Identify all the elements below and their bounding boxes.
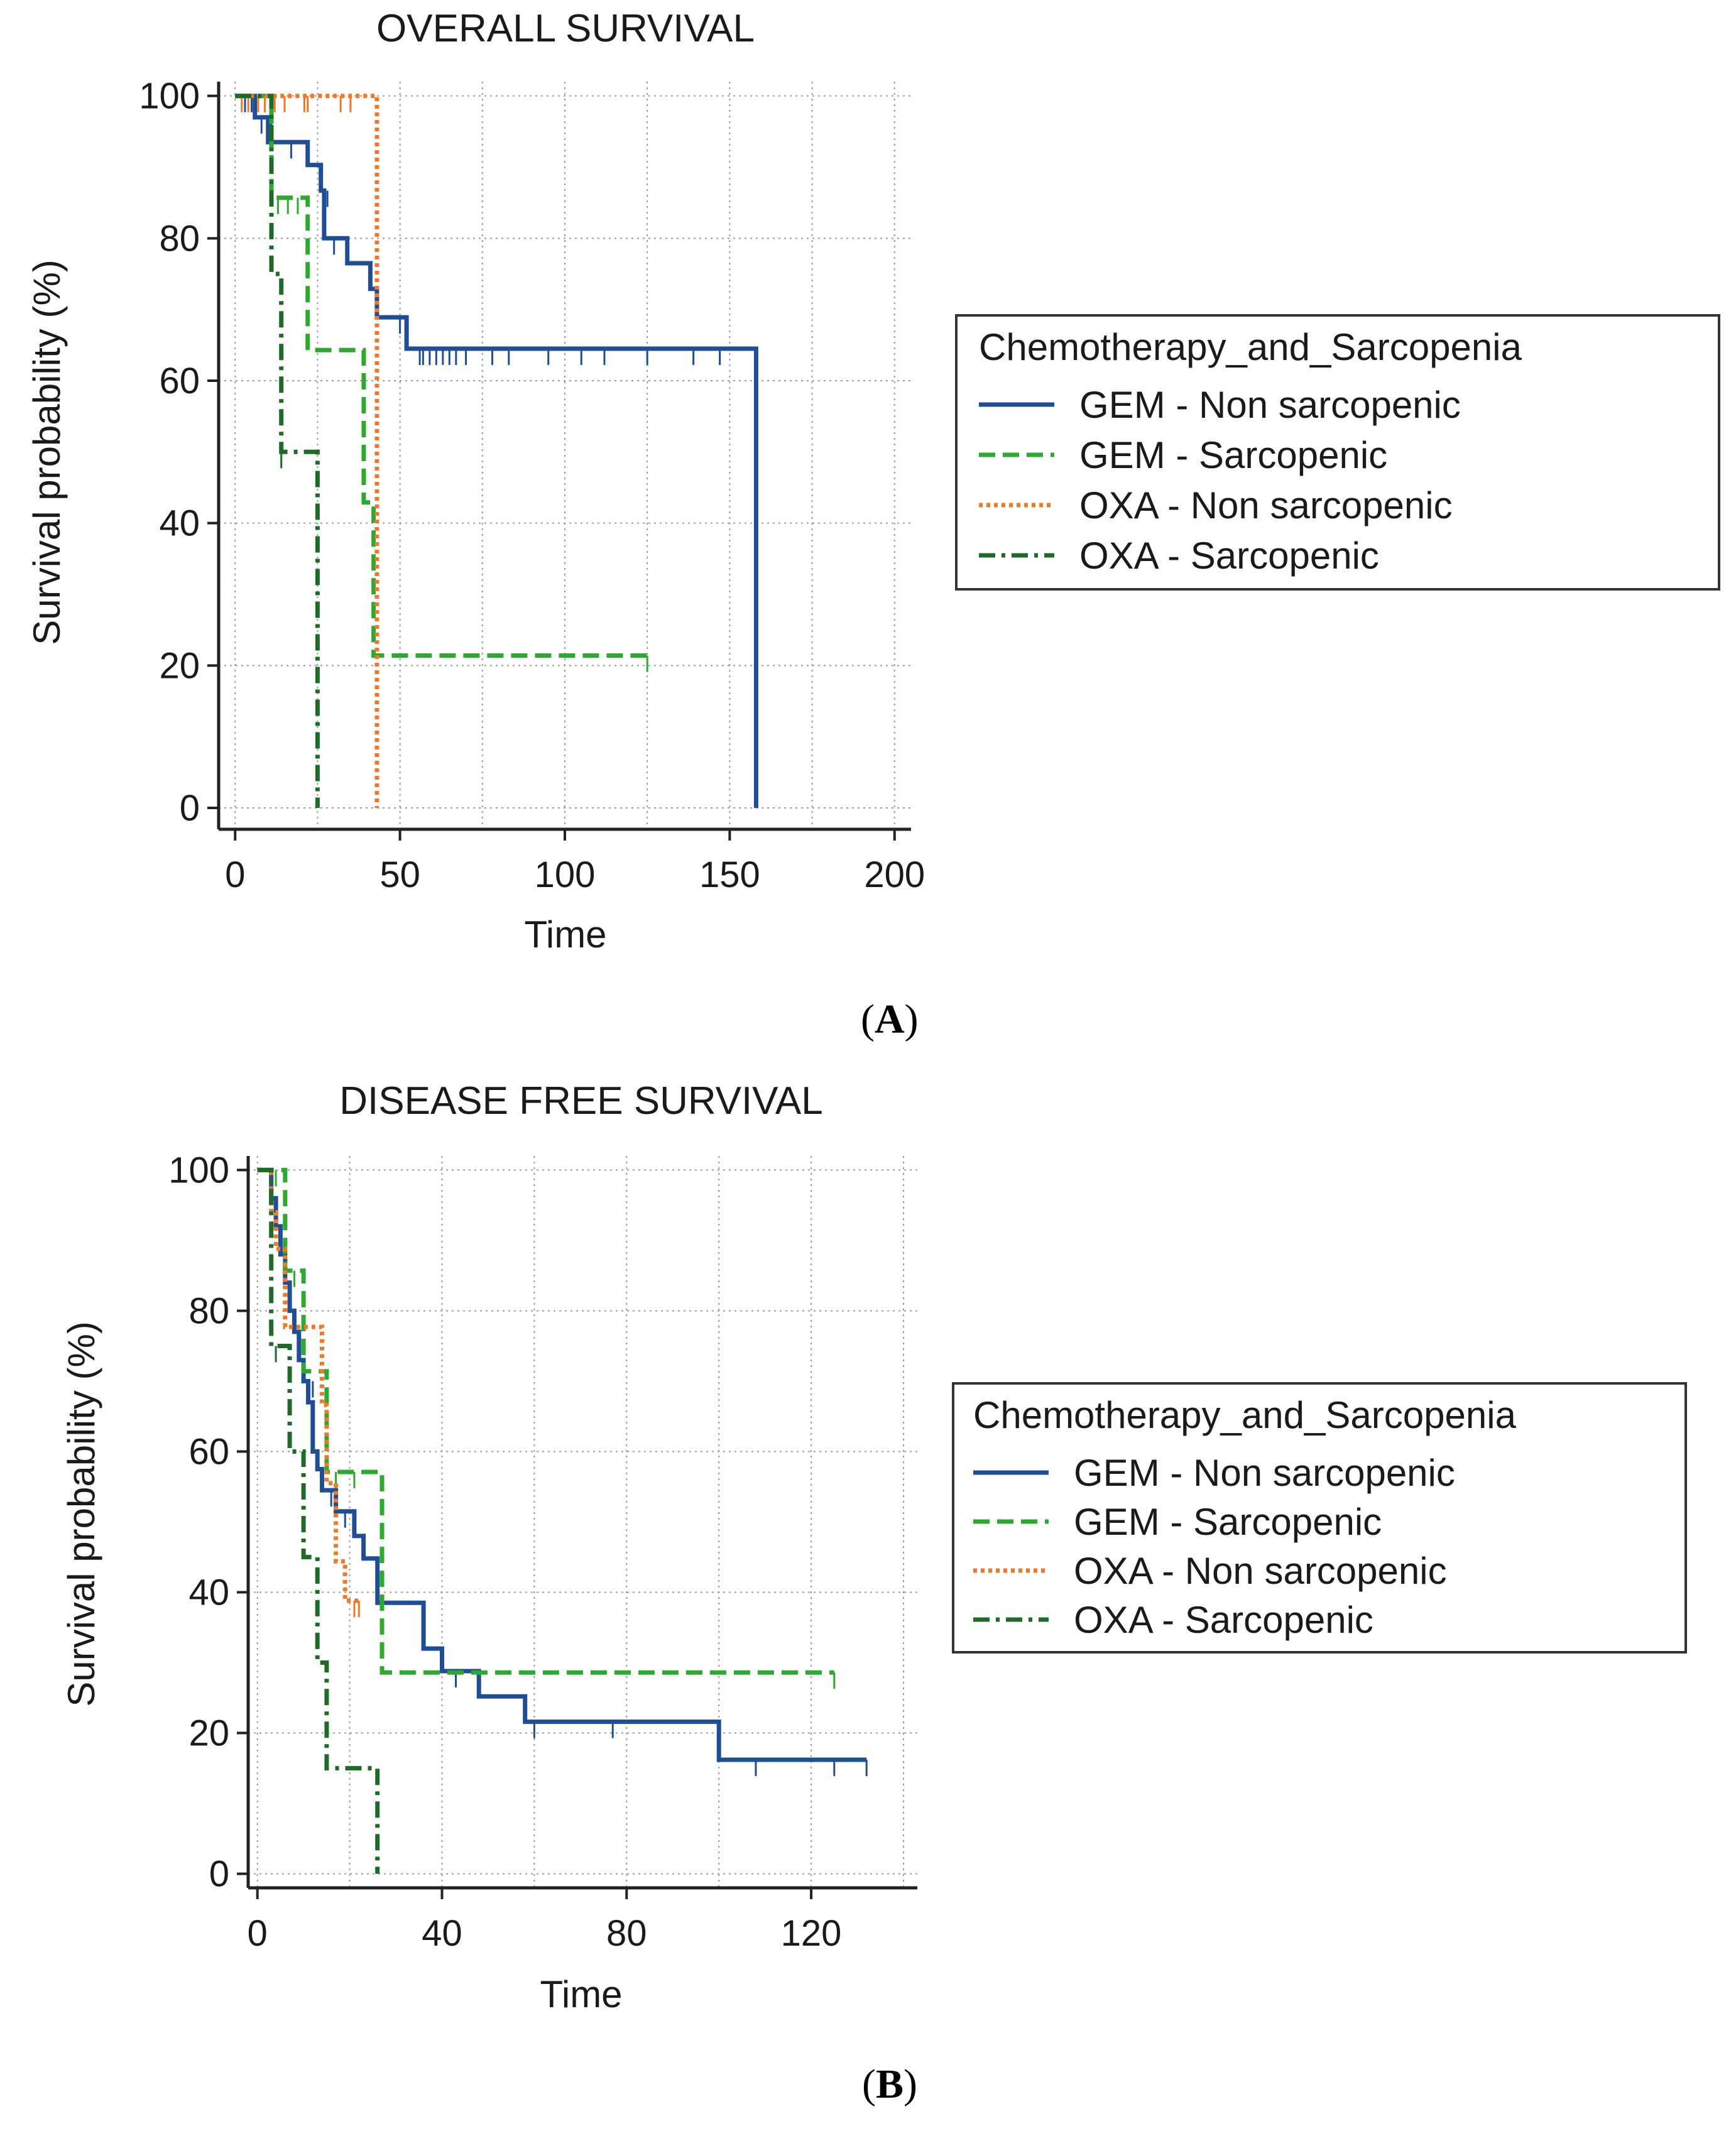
legend-swatch-solid [979, 402, 1054, 407]
survival-curve [257, 1167, 867, 1762]
y-tick-label: 60 [188, 1431, 229, 1472]
panel-label: (B) [862, 2061, 917, 2107]
y-tick-label: 0 [180, 788, 200, 829]
legend-title: Chemotherapy_and_Sarcopenia [973, 1394, 1516, 1436]
legend-item-gem-sarcopenic: GEM - Sarcopenic [979, 430, 1387, 480]
legend-item-gem-non-sarcopenic: GEM - Non sarcopenic [979, 379, 1461, 430]
y-axis-label: Survival probability (%) [60, 1321, 102, 1707]
survival-curve [235, 94, 648, 658]
survival-curve [235, 94, 320, 808]
x-tick-label: 80 [606, 1913, 647, 1954]
legend-item-gem-non-sarcopenic: GEM - Non sarcopenic [973, 1447, 1455, 1498]
survival-curve [235, 94, 379, 808]
x-tick-label: 0 [225, 854, 245, 895]
legend-swatch-solid [973, 1470, 1049, 1475]
panel-label: (A) [861, 996, 919, 1042]
x-tick-label: 150 [699, 854, 760, 895]
overall-survival-panel: OVERALL SURVIVAL Time Survival probabili… [26, 7, 1720, 1042]
legend-label: OXA - Non sarcopenic [1079, 484, 1453, 526]
y-tick-label: 20 [159, 645, 200, 686]
grid [248, 1156, 917, 1888]
x-tick-label: 120 [781, 1913, 842, 1954]
legend-item-oxa-non-sarcopenic: OXA - Non sarcopenic [973, 1545, 1447, 1596]
legend-swatch-dotted [979, 503, 1054, 508]
y-tick-label: 100 [168, 1150, 229, 1191]
series-oxa-non-sarcopenic [257, 1167, 360, 1617]
y-axis-label: Survival probability (%) [26, 259, 68, 645]
legend-label: OXA - Sarcopenic [1079, 534, 1379, 577]
legend-label: GEM - Sarcopenic [1079, 433, 1388, 476]
panel-label-letter: B [875, 2061, 904, 2107]
y-tick-label: 100 [139, 76, 200, 117]
y-tick-label: 80 [188, 1290, 229, 1331]
series-gem-sarcopenic [235, 94, 648, 672]
x-axis-label: Time [524, 913, 606, 956]
series-gem-non-sarcopenic [235, 94, 758, 808]
axes: 0 40 80 120 0 20 40 60 80 100 [168, 1150, 917, 1954]
legend-swatch-dashdot [973, 1617, 1049, 1622]
x-tick-label: 0 [248, 1913, 268, 1954]
series-oxa-non-sarcopenic [235, 94, 379, 808]
series-oxa-sarcopenic [235, 94, 320, 808]
legend: Chemotherapy_and_Sarcopenia GEM - Non sa… [952, 1382, 1687, 1654]
legend-item-gem-sarcopenic: GEM - Sarcopenic [973, 1496, 1382, 1547]
survival-curve [257, 1167, 380, 1874]
x-tick-label: 200 [864, 854, 925, 895]
legend-swatch-dashed [979, 452, 1054, 457]
chart-title: DISEASE FREE SURVIVAL [339, 1079, 823, 1123]
chart-title: OVERALL SURVIVAL [376, 7, 755, 50]
y-tick-label: 0 [209, 1854, 229, 1895]
y-tick-label: 40 [188, 1572, 229, 1613]
legend-label: OXA - Non sarcopenic [1074, 1549, 1447, 1592]
legend-swatch-dotted [973, 1568, 1049, 1573]
disease-free-survival-panel: DISEASE FREE SURVIVAL Time Survival prob… [0, 1068, 1736, 2121]
legend-title: Chemotherapy_and_Sarcopenia [979, 326, 1522, 368]
legend-label: GEM - Sarcopenic [1074, 1500, 1382, 1543]
panel-label-letter: A [874, 996, 905, 1042]
legend-item-oxa-non-sarcopenic: OXA - Non sarcopenic [979, 480, 1453, 530]
survival-curve [235, 94, 758, 808]
legend-label: GEM - Non sarcopenic [1074, 1451, 1455, 1494]
legend-item-oxa-sarcopenic: OXA - Sarcopenic [979, 530, 1379, 580]
x-tick-label: 40 [422, 1913, 462, 1954]
legend-item-oxa-sarcopenic: OXA - Sarcopenic [973, 1594, 1373, 1645]
x-tick-label: 100 [535, 854, 596, 895]
x-tick-label: 50 [379, 854, 420, 895]
y-tick-label: 60 [159, 361, 200, 401]
x-axis-label: Time [540, 1973, 622, 2015]
legend-label: OXA - Sarcopenic [1074, 1598, 1373, 1641]
y-tick-label: 20 [188, 1713, 229, 1754]
y-tick-label: 80 [159, 218, 200, 259]
legend: Chemotherapy_and_Sarcopenia GEM - Non sa… [955, 314, 1720, 591]
series-gem-sarcopenic [257, 1167, 836, 1689]
y-tick-label: 40 [159, 503, 200, 544]
grid [219, 82, 911, 829]
series-oxa-sarcopenic [257, 1167, 380, 1874]
legend-swatch-dashed [973, 1519, 1049, 1524]
overall-survival-chart: OVERALL SURVIVAL Time Survival probabili… [26, 7, 925, 956]
legend-swatch-dashdot [979, 553, 1054, 558]
disease-free-survival-chart: DISEASE FREE SURVIVAL Time Survival prob… [60, 1079, 917, 2015]
survival-curve [257, 1167, 834, 1675]
axes: 0 50 100 150 200 0 20 40 60 80 100 [139, 76, 925, 895]
legend-label: GEM - Non sarcopenic [1079, 383, 1461, 426]
